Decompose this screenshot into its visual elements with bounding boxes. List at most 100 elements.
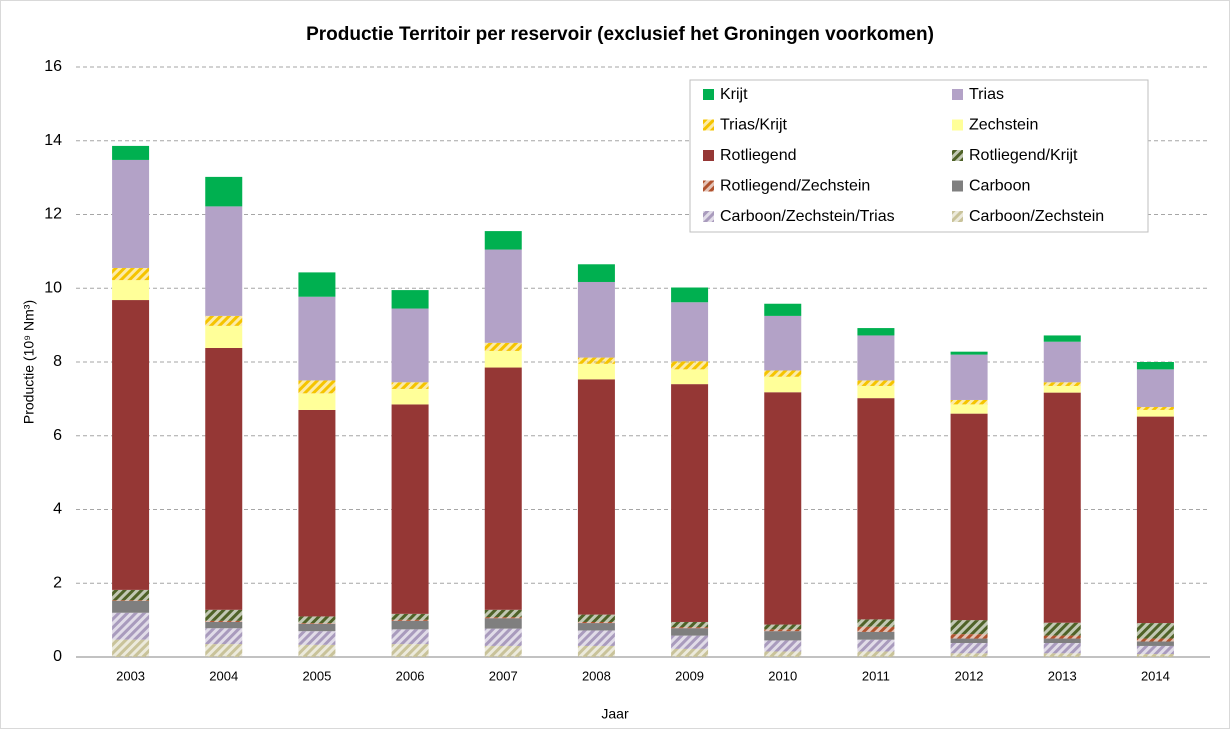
y-tick-label: 6 — [53, 427, 62, 444]
bar-segment — [857, 385, 895, 399]
bar-segment — [205, 347, 243, 610]
bar-segment — [1136, 645, 1174, 655]
legend-label: Rotliegend/Krijt — [969, 147, 1078, 164]
bar-segment — [205, 609, 243, 621]
bar-segment — [857, 619, 895, 627]
bar-segment — [671, 369, 709, 385]
chart-title: Productie Territoir per reservoir (exclu… — [306, 24, 934, 45]
bar-segment — [950, 413, 988, 621]
legend-label: Rotliegend/Zechstein — [720, 178, 870, 195]
bar-segment — [1136, 416, 1174, 624]
legend-label: Trias — [969, 86, 1004, 103]
bar-segment — [391, 613, 429, 620]
bar-segment — [484, 342, 522, 351]
bar-segment — [950, 354, 988, 400]
bar-segment — [391, 629, 429, 645]
bar-segment — [298, 380, 336, 394]
legend-swatch — [703, 150, 714, 161]
bar-segment — [298, 644, 336, 657]
bar-segment — [391, 619, 429, 621]
bar-segment — [484, 231, 522, 250]
bar-segment — [1043, 638, 1081, 643]
y-tick-label: 12 — [44, 206, 62, 223]
bar-segment — [298, 393, 336, 410]
bar-segment — [484, 645, 522, 657]
bar-segment — [577, 357, 615, 364]
bar-segment — [577, 630, 615, 646]
bar-segment — [112, 145, 150, 160]
bar-segment — [484, 367, 522, 610]
bar-segment — [764, 640, 802, 652]
legend-label: Trias/Krijt — [720, 117, 788, 134]
bar-segment — [764, 315, 802, 371]
bar-segment — [671, 635, 709, 649]
bar-segment — [391, 620, 429, 630]
x-tick-label: 2006 — [396, 668, 425, 683]
bar-segment — [1043, 635, 1081, 639]
bar-segment — [577, 645, 615, 657]
x-tick-label: 2004 — [209, 668, 238, 683]
bar-segment — [671, 361, 709, 370]
bar-segment — [1043, 392, 1081, 623]
bar-segment — [857, 328, 895, 336]
y-tick-label: 0 — [53, 648, 62, 665]
bar-segment — [1136, 406, 1174, 410]
bar-segment — [950, 399, 988, 405]
bar-segment — [391, 388, 429, 405]
legend-label: Rotliegend — [720, 147, 797, 164]
x-tick-label: 2014 — [1141, 668, 1170, 683]
bar-segment — [857, 398, 895, 620]
bar-segment — [764, 376, 802, 393]
y-tick-label: 10 — [44, 279, 62, 296]
legend-swatch — [952, 150, 963, 161]
bar-segment — [112, 589, 150, 601]
bar-segment — [205, 325, 243, 348]
legend-swatch — [703, 119, 714, 131]
bar-segment — [205, 644, 243, 657]
bar-segment — [1136, 654, 1174, 657]
bar-segment — [484, 628, 522, 646]
bar-segment — [671, 302, 709, 362]
bar-segment — [950, 642, 988, 654]
y-tick-label: 16 — [44, 58, 62, 75]
bar-segment — [1043, 382, 1081, 386]
bar-segment — [950, 634, 988, 639]
bar-segment — [298, 623, 336, 624]
bar-segment — [671, 648, 709, 657]
x-tick-label: 2008 — [582, 668, 611, 683]
bar-segment — [671, 287, 709, 303]
bar-segment — [577, 614, 615, 622]
bar-segment — [298, 631, 336, 645]
x-tick-label: 2007 — [489, 668, 518, 683]
bar-segment — [391, 308, 429, 383]
bar-segment — [484, 350, 522, 368]
bar-segment — [671, 628, 709, 636]
bar-segment — [1136, 638, 1174, 642]
bar-segment — [857, 626, 895, 632]
bar-segment — [391, 290, 429, 309]
bar-segment — [112, 600, 150, 613]
bar-segment — [112, 600, 150, 601]
legend-swatch — [952, 89, 963, 100]
legend-swatch — [703, 211, 714, 222]
bar-segment — [857, 335, 895, 381]
bar-segment — [1043, 335, 1081, 342]
bar-segment — [671, 621, 709, 628]
bar-segment — [1043, 642, 1081, 654]
bar-segment — [112, 300, 150, 590]
bar-segment — [671, 384, 709, 622]
bar-segment — [950, 404, 988, 414]
bar-segment — [205, 628, 243, 645]
legend-label: Carboon/Zechstein/Trias — [720, 208, 895, 225]
bar-segment — [205, 206, 243, 316]
bar-segment — [950, 653, 988, 657]
bar-segment — [484, 249, 522, 343]
bar-segment — [1136, 362, 1174, 370]
bar-segment — [577, 621, 615, 624]
x-tick-label: 2009 — [675, 668, 704, 683]
x-axis-label: Jaar — [601, 706, 629, 722]
bar-segment — [764, 651, 802, 657]
bar-segment — [857, 631, 895, 640]
y-tick-label: 14 — [44, 132, 62, 149]
bar-segment — [857, 380, 895, 386]
